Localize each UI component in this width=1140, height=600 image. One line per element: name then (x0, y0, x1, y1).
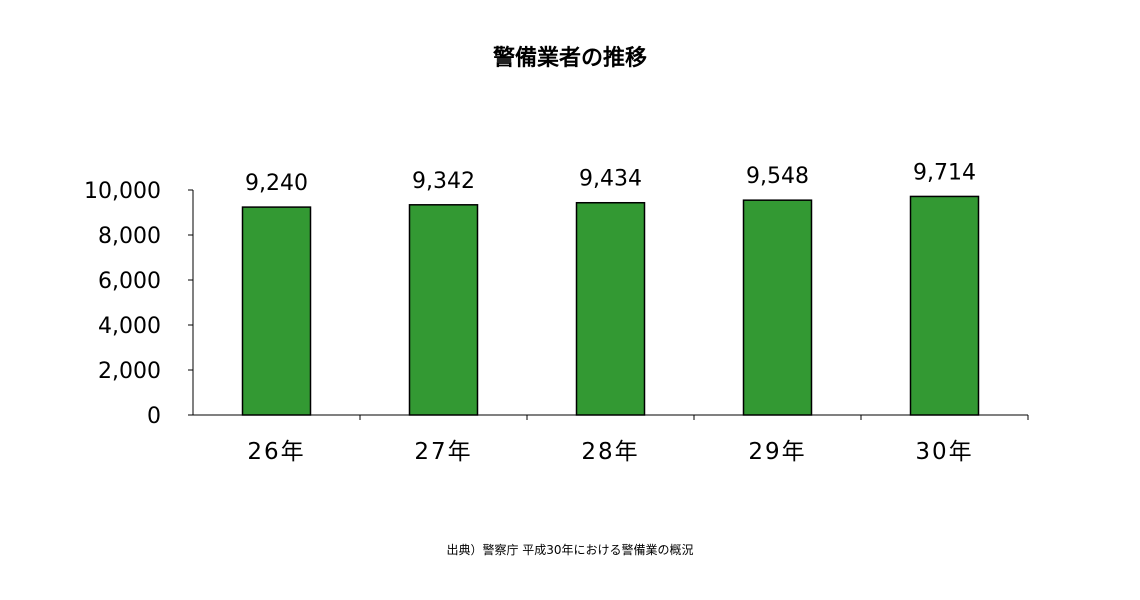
data-label: 9,342 (412, 169, 475, 194)
y-tick-label: 8,000 (98, 224, 161, 249)
x-tick-label: 28年 (581, 439, 639, 465)
source-note: 出典）警察庁 平成30年における警備業の概況 (446, 543, 694, 557)
data-label: 9,714 (913, 160, 976, 185)
x-tick-label: 29年 (748, 439, 806, 465)
chart-title: 警備業者の推移 (492, 46, 647, 71)
bar (909, 195, 980, 416)
y-tick-label: 6,000 (98, 269, 161, 294)
x-tick-label: 30年 (915, 439, 973, 465)
data-label: 9,548 (746, 164, 809, 189)
bar (742, 199, 813, 416)
y-tick-label: 2,000 (98, 359, 161, 384)
x-tick-label: 26年 (247, 439, 305, 465)
bar (241, 206, 312, 416)
data-label: 9,240 (245, 171, 308, 196)
data-label: 9,434 (579, 167, 642, 192)
y-tick-label: 4,000 (98, 314, 161, 339)
bar (408, 204, 479, 416)
x-tick-label: 27年 (414, 439, 472, 465)
y-tick-label: 0 (147, 404, 161, 429)
bar (575, 201, 646, 416)
y-tick-label: 10,000 (84, 179, 161, 204)
